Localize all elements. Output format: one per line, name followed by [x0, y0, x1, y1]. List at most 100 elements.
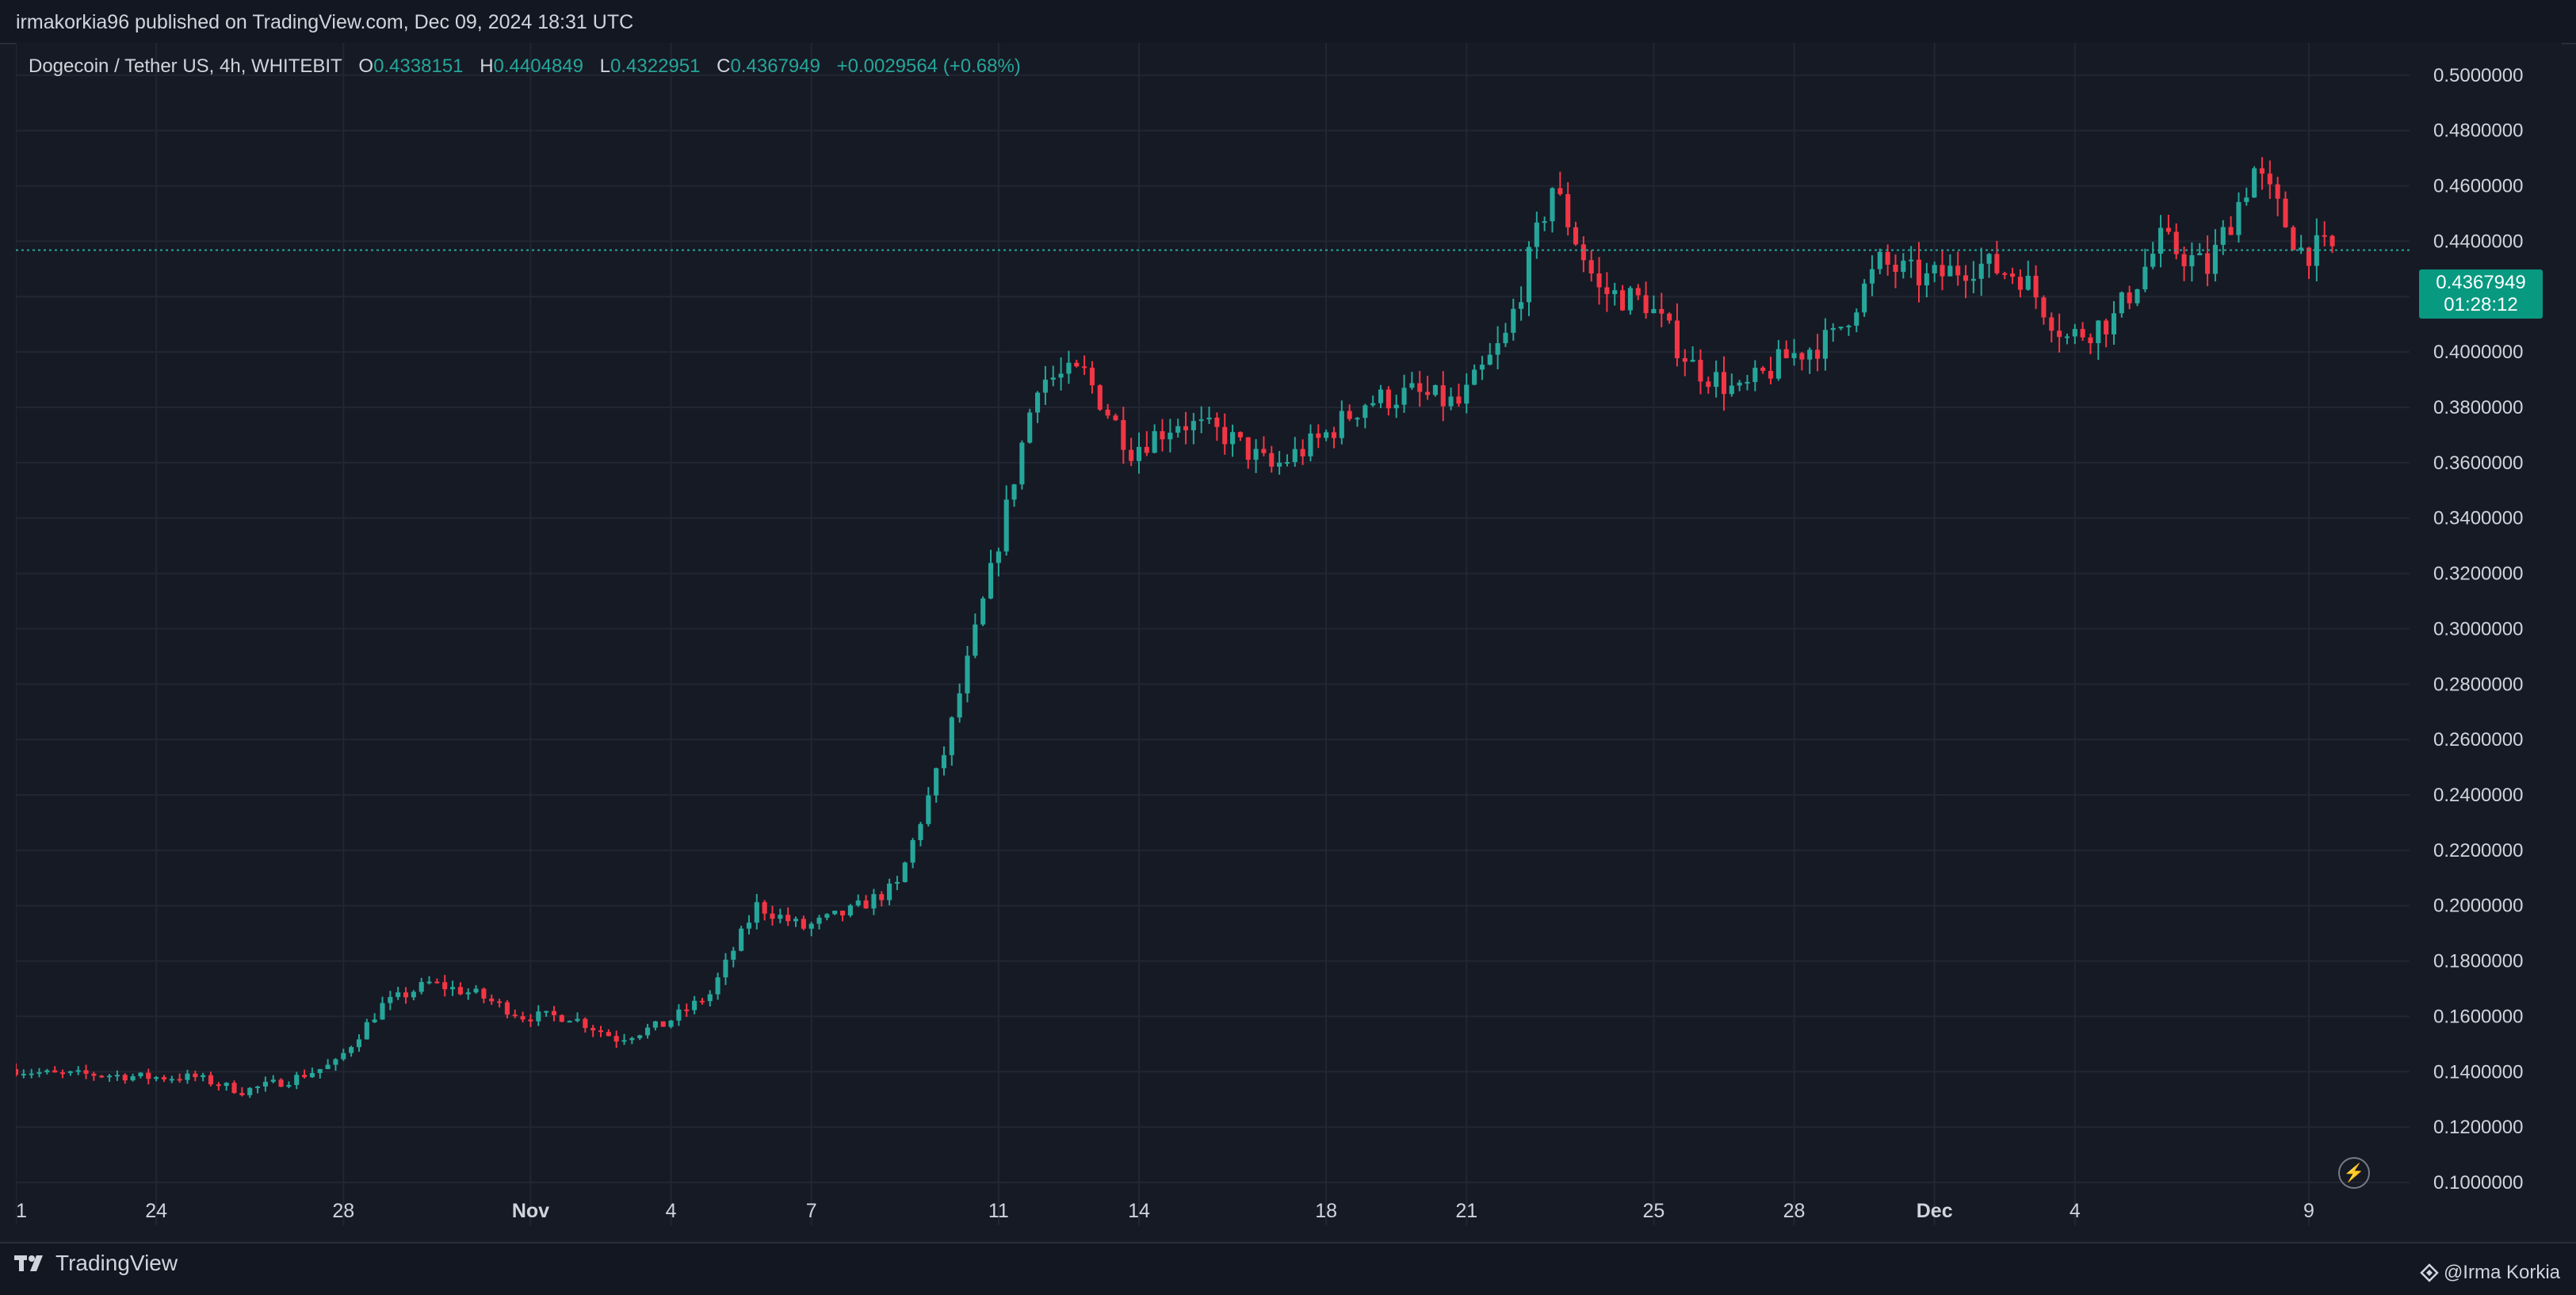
axes: 0.52000000.50000000.48000000.46000000.44… — [16, 65, 2523, 1222]
candle-body — [1588, 260, 1594, 274]
candle-body — [629, 1037, 635, 1041]
candle-body — [434, 981, 440, 984]
candle-body — [1877, 251, 1882, 269]
candle-body — [1775, 349, 1781, 379]
candle-body — [1035, 392, 1041, 413]
candle-body — [2259, 168, 2265, 174]
candle-body — [1986, 254, 1992, 264]
candle-body — [1627, 288, 1633, 311]
candle-body — [1378, 389, 1384, 403]
x-tick-label: 25 — [1643, 1200, 1665, 1222]
candle-body — [832, 911, 838, 915]
y-tick-label: 0.2400000 — [2433, 785, 2523, 806]
candle-body — [1237, 432, 1243, 437]
candle-body — [1838, 327, 1844, 329]
candle-body — [590, 1028, 596, 1031]
candle-body — [1674, 320, 1680, 358]
candle-body — [1168, 432, 1173, 440]
chart-area[interactable]: 0.52000000.50000000.48000000.46000000.44… — [16, 43, 2562, 1242]
candle-body — [185, 1073, 190, 1080]
candle-body — [270, 1079, 276, 1082]
candle-body — [83, 1070, 89, 1074]
last-price-badge: 0.4367949 01:28:12 — [2419, 269, 2543, 319]
candle-body — [2197, 253, 2203, 256]
candle-body — [36, 1072, 42, 1074]
candle-body — [606, 1032, 611, 1037]
candle-body — [840, 911, 846, 916]
candle-body — [114, 1075, 120, 1077]
candle-body — [1596, 273, 1602, 288]
candle-body — [2275, 184, 2280, 199]
candles — [16, 157, 2335, 1098]
author-credit: @Irma Korkia — [2420, 1262, 2560, 1284]
candle-body — [107, 1075, 113, 1078]
candle-body — [1324, 432, 1329, 438]
candle-body — [1682, 357, 1687, 362]
candle-body — [2205, 253, 2211, 274]
candle-body — [262, 1081, 268, 1087]
candle-body — [707, 994, 713, 1002]
candle-body — [2314, 235, 2319, 266]
lightning-icon[interactable]: ⚡ — [2338, 1157, 2370, 1189]
x-tick-label: 24 — [145, 1200, 167, 1222]
published-info: irmakorkia96 published on TradingView.co… — [16, 11, 634, 33]
candle-body — [746, 923, 752, 929]
candle-body — [302, 1075, 308, 1078]
candle-body — [575, 1018, 580, 1022]
candle-body — [1277, 462, 1282, 467]
y-tick-label: 0.4400000 — [2433, 231, 2523, 252]
candle-body — [1635, 288, 1641, 296]
candle-body — [684, 1009, 690, 1011]
candle-body — [1152, 431, 1157, 453]
candle-body — [1253, 449, 1259, 460]
candle-body — [1432, 385, 1438, 395]
y-tick-label: 0.1600000 — [2433, 1006, 2523, 1027]
candle-body — [1526, 246, 1532, 303]
candle-body — [67, 1071, 73, 1073]
candle-body — [457, 987, 463, 995]
y-tick-label: 0.2600000 — [2433, 729, 2523, 751]
candle-body — [1129, 449, 1134, 461]
candle-body — [770, 913, 775, 919]
candle-body — [1269, 453, 1275, 467]
candle-body — [1089, 367, 1095, 386]
candle-body — [52, 1070, 58, 1073]
candle-body — [855, 900, 861, 906]
y-tick-label: 0.3200000 — [2433, 563, 2523, 585]
candle-body — [1885, 251, 1890, 265]
candle-body — [419, 982, 424, 992]
open-label: O — [358, 55, 374, 77]
candlestick-chart[interactable]: 0.52000000.50000000.48000000.46000000.44… — [16, 43, 2562, 1242]
brand-logo[interactable]: TradingView — [14, 1251, 178, 1276]
candle-body — [201, 1075, 206, 1078]
candle-body — [621, 1040, 627, 1042]
candle-body — [2228, 227, 2234, 235]
y-tick-label: 0.3600000 — [2433, 453, 2523, 474]
candle-body — [1050, 377, 1056, 380]
candle-body — [949, 717, 954, 755]
candle-body — [879, 894, 885, 900]
candle-body — [1082, 366, 1087, 369]
candle-body — [660, 1021, 666, 1027]
candle-body — [154, 1077, 159, 1079]
candle-body — [59, 1072, 66, 1075]
candle-body — [1316, 433, 1321, 438]
candle-body — [1456, 396, 1462, 404]
candle-body — [544, 1010, 549, 1013]
bottom-bar — [0, 1242, 2576, 1295]
candle-body — [739, 928, 744, 951]
candle-body — [1245, 437, 1251, 460]
candle-body — [965, 655, 970, 693]
candle-body — [1822, 330, 1828, 359]
candle-body — [1136, 446, 1142, 461]
candle-body — [1970, 278, 1976, 281]
x-tick-label: 4 — [666, 1200, 677, 1222]
candle-body — [1768, 371, 1774, 379]
candle-body — [449, 987, 456, 990]
candle-body — [1729, 385, 1734, 395]
candle-body — [816, 917, 822, 924]
candle-body — [2142, 266, 2148, 290]
candle-body — [1464, 384, 1470, 404]
candle-body — [231, 1083, 237, 1094]
candle-body — [887, 883, 892, 900]
